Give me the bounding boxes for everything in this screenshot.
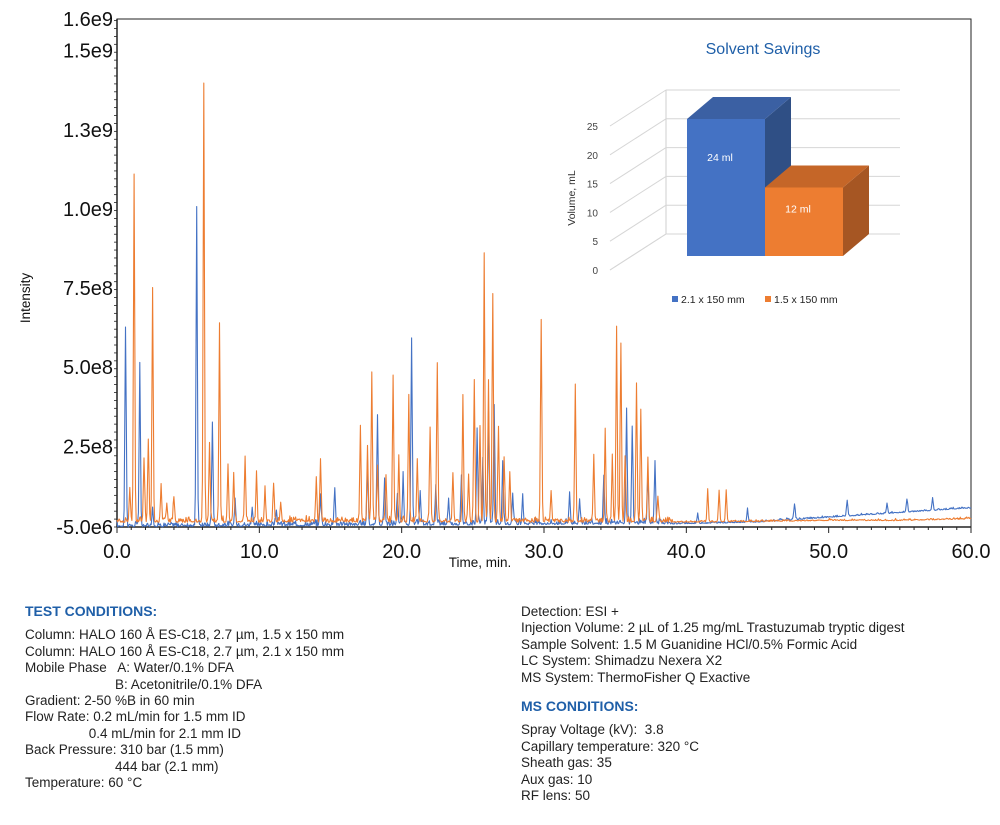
detection-line: Sample Solvent: 1.5 M Guanidine HCl/0.5%… — [521, 636, 858, 652]
solvent-savings-inset: Solvent Savings 0 5 10 15 20 25 Volume, mL 24 ml… — [556, 28, 956, 318]
detection-line: MS System: ThermoFisher Q Exactive — [521, 669, 751, 685]
condition-line: Column: HALO 160 Å ES-C18, 2.7 µm, 1.5 x… — [25, 627, 345, 643]
ms-condition-line: Capillary temperature: 320 °C — [521, 738, 699, 754]
inset-legend-label: 2.1 x 150 mm — [681, 294, 745, 306]
inset-y-axis-title: Volume, mL — [566, 170, 578, 226]
x-tick-label: 20.0 — [382, 541, 421, 563]
inset-gridline — [609, 147, 667, 185]
condition-line: Back Pressure: 310 bar (1.5 mm) — [25, 742, 224, 758]
chromatogram-chart: 0.0 10.0 20.0 30.0 40.0 50.0 60.0 -5.0e6 2.5e8 5.… — [18, 9, 990, 570]
y-tick-label: 2.5e8 — [63, 436, 113, 458]
x-tick-label: 0.0 — [103, 541, 131, 563]
inset-gridline — [609, 175, 667, 213]
inset-bar-side — [843, 165, 869, 256]
y-tick-label: 1.6e9 — [63, 9, 113, 31]
condition-line: Flow Rate: 0.2 mL/min for 1.5 mm ID — [25, 709, 246, 725]
test-conditions-header: TEST CONDITIONS: — [25, 603, 158, 619]
condition-line: 444 bar (2.1 mm) — [25, 758, 219, 774]
condition-line: 0.4 mL/min for 2.1 mm ID — [25, 725, 242, 741]
inset-bar — [765, 187, 843, 256]
condition-line: B: Acetonitrile/0.1% DFA — [25, 676, 263, 692]
inset-legend-swatch — [765, 296, 771, 302]
inset-y-tick-label: 10 — [587, 208, 599, 219]
ms-condition-line: Aux gas: 10 — [521, 771, 593, 787]
detection-panel: Detection: ESI + Injection Volume: 2 µL … — [521, 604, 904, 804]
inset-bar-label: 24 ml — [707, 152, 733, 164]
series-line-2-1mm — [116, 205, 972, 528]
ms-conditions-header: MS CONDITIONS: — [521, 698, 639, 715]
y-tick-label: 1.0e9 — [63, 199, 113, 221]
y-axis-title: Intensity — [18, 273, 33, 324]
x-tick-label: 40.0 — [667, 541, 706, 563]
series-line-1-5mm — [116, 82, 972, 523]
inset-bar-top — [687, 97, 791, 119]
ms-condition-line: RF lens: 50 — [521, 788, 591, 804]
inset-gridline — [609, 118, 667, 156]
condition-line: Mobile Phase A: Water/0.1% DFA — [25, 660, 234, 676]
ms-condition-line: Spray Voltage (kV): 3.8 — [521, 722, 664, 738]
condition-line: Temperature: 60 °C — [25, 775, 143, 791]
detection-line: LC System: Shimadzu Nexera X2 — [521, 653, 723, 669]
y-tick-label: 5.0e8 — [63, 357, 113, 379]
x-tick-label: 30.0 — [525, 541, 564, 563]
inset-y-tick-label: 0 — [592, 266, 598, 277]
y-tick-label: -5.0e6 — [56, 517, 113, 539]
inset-gridline — [609, 233, 667, 271]
y-tick-label: 7.5e8 — [63, 278, 113, 300]
x-tick-label: 10.0 — [240, 541, 279, 563]
inset-bar — [687, 119, 765, 256]
x-tick-label: 60.0 — [952, 541, 991, 563]
inset-bar-label: 12 ml — [785, 204, 811, 216]
x-axis-title: Time, min. — [449, 555, 512, 570]
inset-gridline — [609, 204, 667, 242]
inset-y-tick-label: 20 — [587, 151, 599, 162]
inset-gridline — [609, 89, 667, 127]
inset-legend-swatch — [672, 296, 678, 302]
chromatogram-plot: 0.0 10.0 20.0 30.0 40.0 50.0 60.0 -5.0e6 2.5e8 5.… — [18, 9, 990, 570]
detection-line: Detection: ESI + — [521, 604, 619, 619]
condition-line: Gradient: 2-50 %B in 60 min — [25, 693, 195, 709]
inset-bar-top — [765, 165, 869, 188]
detection-line: Injection Volume: 2 µL of 1.25 mg/mL Tra… — [521, 620, 905, 636]
x-tick-label: 50.0 — [809, 541, 848, 563]
inset-y-tick-label: 15 — [587, 180, 599, 191]
inset-y-tick-label: 25 — [587, 122, 599, 133]
inset-title: Solvent Savings — [706, 41, 821, 58]
inset-legend-label: 1.5 x 150 mm — [774, 294, 838, 306]
y-tick-label: 1.5e9 — [63, 41, 113, 63]
y-tick-label: 1.3e9 — [63, 120, 113, 142]
condition-line: Column: HALO 160 Å ES-C18, 2.7 µm, 2.1 x… — [25, 643, 345, 659]
ms-condition-line: Sheath gas: 35 — [521, 755, 612, 771]
inset-y-tick-label: 5 — [592, 237, 598, 248]
test-conditions-panel: TEST CONDITIONS: Column: HALO 160 Å ES-C… — [25, 603, 344, 791]
